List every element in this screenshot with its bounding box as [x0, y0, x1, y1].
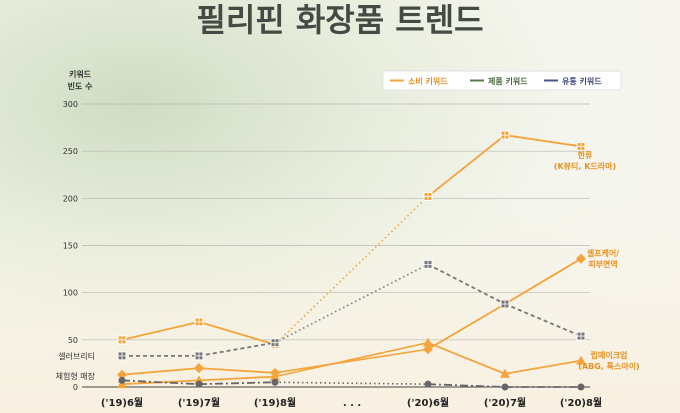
series-layer	[117, 130, 586, 391]
series-line-segment	[504, 134, 582, 148]
marker-grid	[424, 192, 432, 201]
data-point	[117, 369, 127, 380]
marker-grid	[501, 131, 509, 140]
y-tick-label: 50	[68, 336, 78, 345]
data-point	[194, 363, 204, 374]
series-gap-segment	[274, 263, 429, 344]
series-sublabel: (K뷰티, K드라마)	[554, 161, 616, 171]
marker-grid	[577, 332, 585, 341]
marker-grid	[195, 351, 203, 360]
marker-grid	[424, 260, 432, 269]
y-tick-label: 200	[63, 194, 78, 203]
data-point	[195, 380, 203, 388]
data-point	[118, 376, 126, 384]
series-line-segment	[121, 321, 200, 341]
series-sublabel: 피부면역	[588, 259, 617, 269]
series-3	[117, 259, 586, 361]
grid: 0 50 100 150 200 250 300 ('19)6월 ('19)7월 ('19)8월.…	[63, 100, 602, 409]
x-tick-label: ('20)8월	[560, 397, 602, 409]
data-point	[270, 371, 280, 381]
data-point	[501, 383, 509, 391]
series-line-segment	[427, 303, 506, 351]
data-point	[576, 355, 586, 365]
marker-grid	[271, 338, 279, 347]
legend-box	[382, 70, 622, 91]
marker-grid	[195, 317, 203, 326]
series-4	[118, 376, 585, 391]
x-tick-label: ('19)7월	[178, 397, 220, 409]
y-tick-label: 250	[63, 147, 78, 156]
series-line-segment	[121, 379, 200, 386]
series-gap-segment	[274, 341, 429, 378]
legend-consumer: 소비 키워드	[408, 76, 448, 86]
series-line-segment	[504, 303, 582, 337]
x-tick-label: . . .	[343, 398, 361, 409]
marker-grid	[118, 335, 126, 344]
series-label: 립메이크업	[591, 350, 628, 360]
data-point	[271, 378, 279, 386]
legend: 소비 키워드 제품 키워드 유통 키워드	[382, 70, 622, 91]
y-axis-label-line2: 빈도 수	[68, 81, 94, 91]
series-line-segment	[427, 263, 506, 305]
series-gap-segment	[274, 348, 429, 374]
legend-product: 제품 키워드	[488, 76, 528, 86]
series-line-segment	[198, 381, 276, 386]
chart-title: 필리핀 화장품 트렌드	[196, 1, 483, 39]
x-tick-label: ('20)7월	[484, 397, 526, 409]
series-gap-segment	[274, 381, 429, 385]
marker-grid	[118, 351, 126, 360]
series-line-segment	[427, 134, 506, 198]
series-line-segment	[198, 321, 276, 346]
y-tick-label: 0	[73, 383, 78, 392]
series-line-segment	[504, 359, 582, 375]
series-label: 체험형 매장	[56, 371, 96, 381]
data-point	[424, 380, 432, 388]
series-line-segment	[121, 367, 200, 376]
data-point	[423, 344, 433, 355]
x-tick-label: ('19)6월	[101, 397, 143, 409]
x-tick-label: ('20)6월	[407, 397, 449, 409]
series-2	[117, 337, 586, 389]
series-line-segment	[198, 341, 276, 357]
legend-distribution: 유통 키워드	[562, 76, 602, 86]
y-tick-label: 100	[63, 289, 78, 298]
series-line-segment	[427, 383, 506, 388]
series-1	[117, 253, 586, 380]
data-point	[500, 368, 510, 378]
series-line-segment	[427, 341, 506, 375]
y-tick-label: 300	[63, 100, 78, 109]
y-tick-label: 150	[63, 242, 78, 251]
series-label: 한류	[578, 150, 593, 160]
data-point	[577, 383, 585, 391]
series-0	[117, 130, 586, 350]
series-label: 셀프케어/	[587, 248, 619, 258]
x-tick-label: ('19)8월	[254, 397, 296, 409]
y-axis-label-line1: 키워드	[69, 69, 92, 79]
marker-grid	[577, 142, 585, 151]
series-line-segment	[198, 375, 276, 382]
series-line-segment	[504, 257, 582, 305]
series-label: 셀러브리티	[58, 351, 95, 361]
series-gap-segment	[274, 195, 429, 346]
data-point	[576, 253, 586, 264]
data-point	[423, 337, 433, 347]
series-line-segment	[198, 367, 276, 374]
marker-grid	[501, 299, 509, 308]
series-sublabel: (ABG, 톡스아이)	[578, 361, 639, 371]
